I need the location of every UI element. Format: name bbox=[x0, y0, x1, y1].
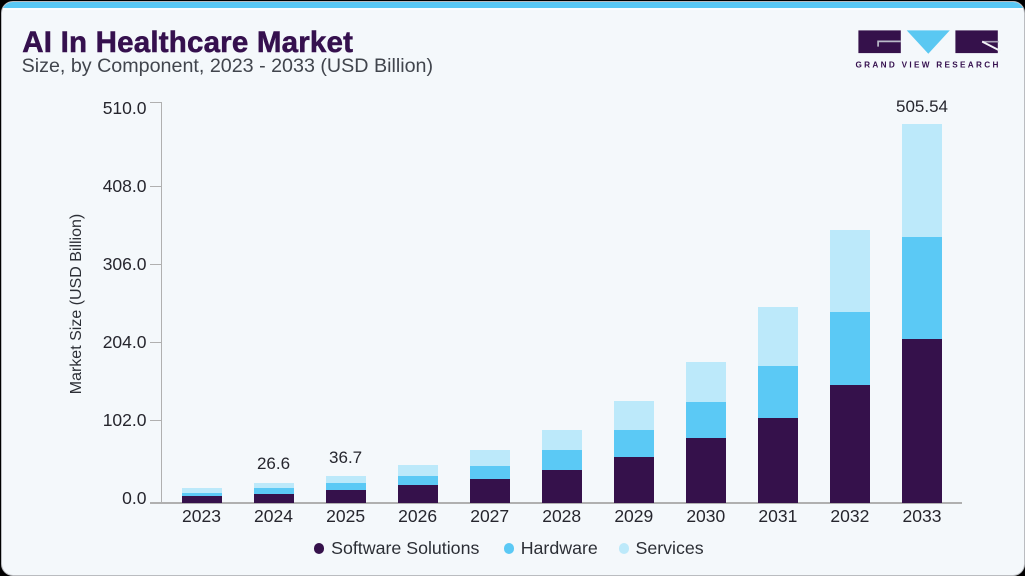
svg-text:GRAND VIEW RESEARCH: GRAND VIEW RESEARCH bbox=[855, 60, 1000, 69]
